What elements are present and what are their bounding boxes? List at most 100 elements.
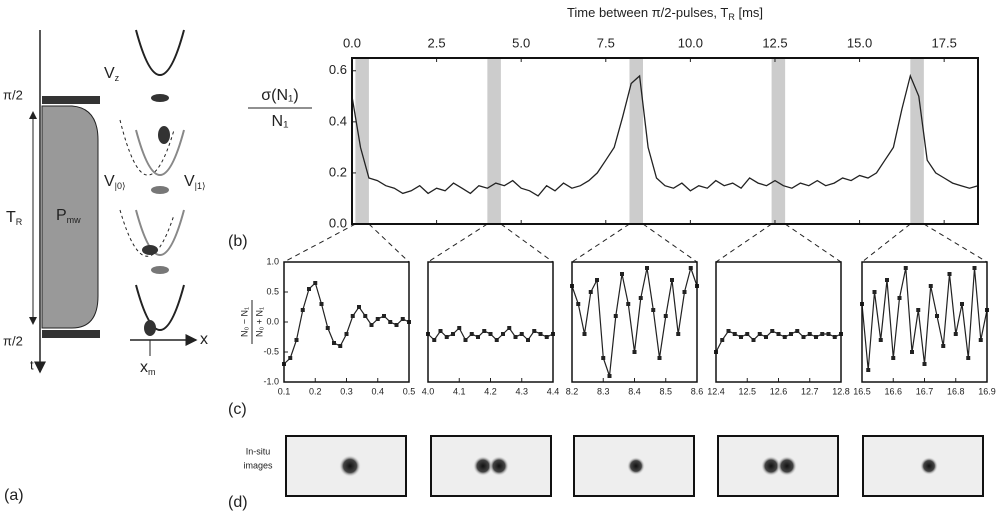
highlight-band	[487, 58, 501, 224]
data-point	[928, 284, 933, 288]
data-point	[966, 356, 971, 360]
data-point	[620, 272, 624, 276]
data-point	[953, 332, 958, 336]
images-label: images	[243, 460, 273, 470]
x-tick-label: 4.3	[515, 386, 528, 396]
y-tick-label: 0.0	[266, 316, 279, 326]
data-point	[978, 338, 983, 342]
data-point	[451, 332, 455, 336]
potential	[119, 119, 175, 176]
y-tick-label: 0.5	[266, 286, 279, 296]
diagram: π/2 π/2 TR Pmw t Vz V|0⟩ V|1⟩ x xm	[3, 29, 208, 377]
data-point	[922, 362, 927, 366]
plot-frame	[715, 261, 842, 383]
connector	[571, 223, 630, 263]
data-point	[739, 335, 743, 339]
y-axis-label: N₁	[272, 113, 289, 130]
data-point	[300, 308, 305, 312]
y-axis-label: N₀ − N₁	[239, 307, 249, 337]
data-point	[751, 338, 756, 342]
data-point	[382, 314, 386, 318]
data-point	[294, 338, 299, 342]
connector	[368, 223, 410, 263]
x-tick-label: 0.2	[309, 386, 322, 396]
connector	[861, 223, 911, 263]
data-point	[595, 278, 599, 282]
data-point	[507, 326, 512, 330]
x-tick-label: 16.9	[978, 386, 996, 396]
data-point	[820, 332, 825, 336]
x-tick-label: 8.5	[659, 386, 672, 396]
data-point	[344, 332, 349, 336]
y-tick-label: 1.0	[266, 256, 279, 266]
x-tick-label: 0.1	[278, 386, 291, 396]
y-tick-label: -0.5	[263, 346, 279, 356]
data-point	[350, 314, 355, 318]
x-tick-label: 12.6	[770, 386, 788, 396]
pulse-bar	[42, 330, 100, 338]
data-point	[776, 332, 781, 336]
connector	[715, 223, 772, 263]
connector	[642, 223, 698, 263]
data-point	[626, 302, 631, 306]
data-point	[651, 308, 656, 312]
data-point	[795, 329, 800, 333]
data-point	[866, 368, 871, 372]
data-point	[682, 290, 687, 294]
inset-y-label: N₀ − N₁ N₀ + N₁	[239, 300, 264, 344]
time-label: t	[30, 357, 34, 372]
data-point	[432, 338, 437, 342]
data-point	[732, 332, 737, 336]
data-point	[941, 344, 946, 348]
cloud	[920, 457, 938, 475]
data-point	[613, 314, 618, 318]
atoms	[144, 320, 156, 336]
y-axis-label: σ(N₁)	[261, 87, 298, 104]
data-point	[607, 374, 612, 378]
y-tick-label: 0.0	[329, 215, 347, 230]
data-point	[789, 332, 793, 336]
pulse-label: π/2	[3, 333, 23, 348]
data-point	[526, 338, 530, 342]
data-point	[313, 281, 318, 285]
data-point	[576, 302, 581, 306]
data-point	[494, 338, 499, 342]
data-point	[745, 332, 750, 336]
data-point	[476, 335, 480, 339]
microwave-power	[41, 105, 99, 329]
x-tick-label: 15.0	[847, 35, 872, 50]
duration-label: TR	[6, 209, 23, 227]
connector	[500, 223, 554, 263]
plot-frame	[861, 261, 988, 383]
data-point	[807, 332, 812, 336]
data-point	[482, 329, 487, 333]
data-point	[688, 266, 693, 270]
data-point	[319, 302, 324, 306]
plot-frame	[571, 261, 698, 383]
y-tick-label: -1.0	[263, 376, 279, 386]
x-axis-label: Time between π/2-pulses, TR [ms]	[567, 5, 763, 22]
data-point	[960, 302, 964, 306]
x-tick-label: 12.8	[832, 386, 850, 396]
plot-frame	[427, 261, 554, 383]
data-point	[916, 308, 921, 312]
panel-label: (a)	[4, 487, 24, 504]
data-line	[351, 73, 979, 197]
x-tick-label: 12.7	[801, 386, 819, 396]
panel-label: (b)	[228, 233, 248, 250]
data-point	[332, 341, 336, 345]
data-point	[532, 329, 537, 333]
data-point	[720, 338, 725, 342]
x-tick-label: 16.7	[916, 386, 934, 396]
data-point	[388, 320, 393, 324]
data-point	[891, 356, 896, 360]
in-situ-images	[285, 435, 984, 497]
cloud	[339, 455, 361, 477]
x-tick-label: 0.4	[371, 386, 384, 396]
data-point	[375, 317, 380, 321]
cloud	[489, 456, 509, 476]
cloud	[777, 456, 797, 476]
x-tick-label: 0.0	[343, 35, 361, 50]
